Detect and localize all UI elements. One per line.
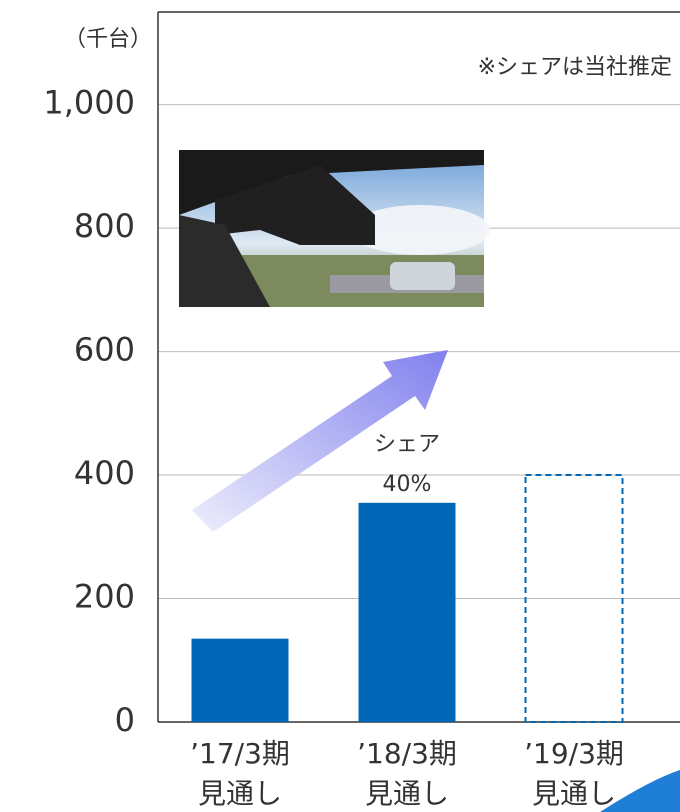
annotation: 40% bbox=[383, 472, 432, 497]
bar bbox=[358, 502, 456, 722]
x-tick-label: ’18/3期 bbox=[357, 737, 457, 770]
photo bbox=[179, 150, 490, 307]
y-tick-label: 200 bbox=[74, 578, 135, 616]
y-tick-label: 1,000 bbox=[43, 84, 135, 122]
annotation: シェア bbox=[374, 432, 440, 457]
trend-arrow bbox=[192, 350, 448, 532]
bar bbox=[524, 474, 624, 724]
y-tick-label: 600 bbox=[74, 331, 135, 369]
y-tick-label: 400 bbox=[74, 454, 135, 492]
y-tick-label: 0 bbox=[115, 701, 135, 739]
x-tick-label: 見通し bbox=[532, 777, 616, 810]
x-tick-label: ’17/3期 bbox=[190, 737, 290, 770]
x-tick-label: ’19/3期 bbox=[524, 737, 624, 770]
y-tick-label: 800 bbox=[74, 207, 135, 245]
x-tick-label: 見通し bbox=[365, 777, 449, 810]
unit-label: （千台） bbox=[64, 27, 152, 52]
corner-deco bbox=[600, 770, 680, 812]
note: ※シェアは当社推定 bbox=[478, 55, 672, 80]
bar bbox=[191, 638, 289, 722]
x-tick-label: 見通し bbox=[198, 777, 282, 810]
